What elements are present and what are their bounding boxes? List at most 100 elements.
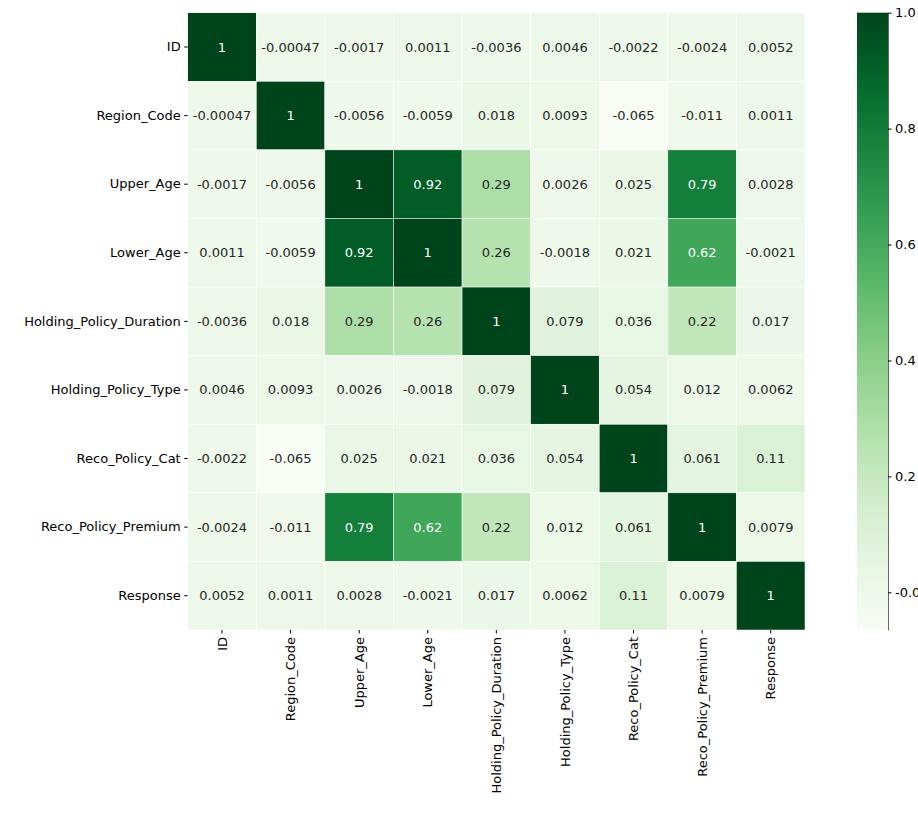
cell-label: -0.0017 [334, 40, 384, 55]
colorbar [857, 13, 888, 630]
cell-label: 0.079 [478, 382, 515, 397]
cell-label: 1 [629, 451, 637, 466]
cell [668, 150, 737, 219]
tick-mark [184, 46, 188, 47]
cell-label: 0.025 [341, 451, 378, 466]
cell [188, 287, 257, 356]
cell [188, 424, 257, 493]
cell [325, 356, 394, 425]
cell-label: -0.011 [270, 520, 312, 535]
cell [325, 493, 394, 562]
cell-label: 0.018 [272, 314, 309, 329]
tick-label: 0.6 [895, 237, 916, 252]
tick-label: Reco_Policy_Premium [41, 519, 181, 534]
cell-label: -0.0022 [608, 40, 658, 55]
cell-label: -0.0024 [197, 520, 247, 535]
cell [325, 81, 394, 150]
colorbar-axis-line [888, 13, 889, 630]
cell-label: 0.0093 [268, 382, 314, 397]
tick: 0.6 [888, 237, 916, 252]
cell-label: 1 [286, 108, 294, 123]
tick-label: Holding_Policy_Type [557, 637, 572, 767]
cell-label: 0.025 [615, 177, 652, 192]
x-axis: IDRegion_CodeUpper_AgeLower_AgeHolding_P… [215, 630, 779, 794]
tick: Holding_Policy_Duration [489, 630, 504, 794]
tick-mark [888, 592, 892, 593]
cell-label: 0.017 [478, 588, 515, 603]
tick: Reco_Policy_Cat [626, 630, 641, 741]
cell [256, 81, 325, 150]
tick: ID [215, 630, 230, 651]
cell-label: 0.0046 [199, 382, 245, 397]
cell [462, 13, 531, 82]
cell [188, 493, 257, 562]
cell [188, 561, 257, 630]
cell [668, 424, 737, 493]
cell [531, 356, 600, 425]
cell [393, 424, 462, 493]
cell-label: 0.0052 [748, 40, 794, 55]
cell [668, 287, 737, 356]
cell [256, 356, 325, 425]
cell-label: 0.0026 [336, 382, 382, 397]
tick-label: Reco_Policy_Premium [695, 637, 710, 777]
cell [462, 424, 531, 493]
cell [325, 561, 394, 630]
cell-label: 0.11 [756, 451, 785, 466]
cell-label: 0.29 [482, 177, 511, 192]
cell-label: 1 [492, 314, 500, 329]
cell [599, 81, 668, 150]
tick-label: Reco_Policy_Cat [77, 451, 181, 466]
cell-label: -0.0024 [677, 40, 727, 55]
cell [256, 13, 325, 82]
cell-label: 0.22 [482, 520, 511, 535]
cell [188, 13, 257, 82]
tick: Reco_Policy_Premium [695, 630, 710, 777]
cell [531, 493, 600, 562]
cell-label: 0.0011 [748, 108, 794, 123]
cell [599, 287, 668, 356]
cell [325, 218, 394, 287]
cell [393, 13, 462, 82]
cell-label: 0.11 [619, 588, 648, 603]
cell [462, 356, 531, 425]
tick-mark [633, 630, 634, 634]
tick-label: ID [167, 39, 181, 54]
cell-label: -0.065 [613, 108, 655, 123]
cell [531, 13, 600, 82]
cell-label: -0.00047 [193, 108, 251, 123]
cell-label: -0.0036 [471, 40, 521, 55]
cell-label: -0.0017 [197, 177, 247, 192]
tick-mark [184, 527, 188, 528]
cell-label: -0.0059 [265, 245, 315, 260]
cell-label: 0.012 [684, 382, 721, 397]
tick-label: -0.0 [895, 585, 918, 600]
tick: Region_Code [96, 108, 187, 123]
cell [531, 150, 600, 219]
tick-label: Lower_Age [420, 637, 435, 708]
cell [188, 356, 257, 425]
cell-label: -0.0056 [334, 108, 384, 123]
cell-label: 0.018 [478, 108, 515, 123]
cell [256, 493, 325, 562]
cell [599, 356, 668, 425]
tick-mark [184, 458, 188, 459]
tick: -0.0 [888, 585, 918, 600]
cell-label: -0.011 [681, 108, 723, 123]
cell [462, 493, 531, 562]
tick-label: Reco_Policy_Cat [626, 637, 641, 741]
cell [325, 13, 394, 82]
cell [256, 424, 325, 493]
tick: Lower_Age [420, 630, 435, 708]
tick: ID [167, 39, 188, 54]
cell-label: -0.0059 [403, 108, 453, 123]
cell [462, 150, 531, 219]
cell [531, 287, 600, 356]
tick-label: 0.4 [895, 353, 916, 368]
cell-label: 0.22 [688, 314, 717, 329]
cell-label: 0.021 [615, 245, 652, 260]
tick-label: Region_Code [96, 108, 180, 123]
tick: Holding_Policy_Duration [24, 314, 188, 329]
cell [393, 356, 462, 425]
tick-label: Holding_Policy_Duration [489, 637, 504, 794]
